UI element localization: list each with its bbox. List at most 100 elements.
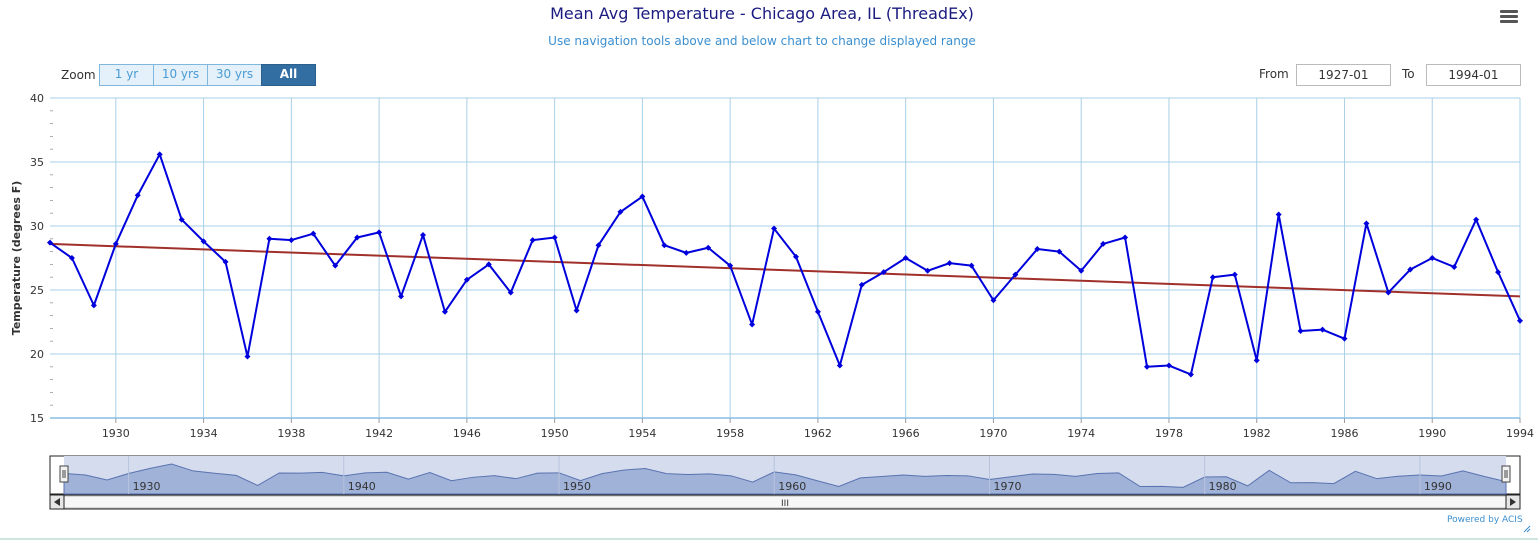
- data-point-marker[interactable]: [1144, 363, 1151, 370]
- data-point-marker[interactable]: [1231, 271, 1238, 278]
- data-point-marker[interactable]: [156, 151, 163, 158]
- data-point-marker[interactable]: [1319, 326, 1326, 333]
- data-point-marker[interactable]: [749, 321, 756, 328]
- data-point-marker[interactable]: [683, 249, 690, 256]
- data-point-marker[interactable]: [858, 281, 865, 288]
- data-point-marker[interactable]: [419, 231, 426, 238]
- data-point-marker[interactable]: [310, 230, 317, 237]
- data-point-marker[interactable]: [1056, 248, 1063, 255]
- data-point-marker[interactable]: [573, 307, 580, 314]
- navigator-left-handle[interactable]: [59, 465, 69, 483]
- temperature-series-line: [49, 153, 1521, 376]
- y-tick-label: 30: [30, 220, 44, 233]
- data-point-marker[interactable]: [661, 242, 668, 249]
- data-point-marker[interactable]: [1297, 327, 1304, 334]
- data-point-marker[interactable]: [1385, 289, 1392, 296]
- x-tick-label: 1942: [365, 427, 393, 440]
- chart-series[interactable]: [47, 151, 1523, 378]
- data-point-marker[interactable]: [1429, 255, 1436, 261]
- data-point-marker[interactable]: [288, 237, 295, 244]
- data-point-marker[interactable]: [990, 297, 997, 304]
- navigator-right-handle[interactable]: [1501, 465, 1511, 483]
- data-point-marker[interactable]: [1034, 246, 1041, 253]
- x-tick-label: 1950: [541, 427, 569, 440]
- range-from-input[interactable]: [1296, 64, 1391, 86]
- data-point-marker[interactable]: [639, 193, 646, 200]
- data-point-marker[interactable]: [112, 240, 119, 247]
- data-point-marker[interactable]: [771, 225, 778, 232]
- data-point-marker[interactable]: [1122, 234, 1129, 241]
- x-tick-label: 1934: [190, 427, 218, 440]
- data-point-marker[interactable]: [968, 262, 975, 269]
- data-point-marker[interactable]: [354, 234, 361, 241]
- data-point-marker[interactable]: [727, 262, 734, 269]
- navigator-label: 1990: [1424, 480, 1452, 493]
- data-point-marker[interactable]: [814, 308, 821, 315]
- chart-axes: 15 20 25 30 35 40 1930 1934 1938 1942 1946 1950 1954…: [10, 92, 1534, 440]
- data-point-marker[interactable]: [485, 261, 492, 268]
- chart-title: Mean Avg Temperature - Chicago Area, IL …: [550, 4, 974, 23]
- data-point-marker[interactable]: [1100, 240, 1107, 247]
- data-point-marker[interactable]: [200, 238, 207, 245]
- data-point-marker[interactable]: [880, 269, 887, 276]
- data-point-marker[interactable]: [836, 362, 843, 369]
- navigator-label: 1940: [348, 480, 376, 493]
- handle-body[interactable]: [59, 465, 69, 483]
- data-point-marker[interactable]: [266, 235, 273, 242]
- data-point-marker[interactable]: [792, 253, 799, 260]
- data-point-marker[interactable]: [47, 239, 53, 246]
- data-point-marker[interactable]: [1495, 269, 1502, 276]
- data-point-marker[interactable]: [134, 192, 141, 199]
- data-point-marker[interactable]: [507, 289, 514, 296]
- data-point-marker[interactable]: [551, 234, 558, 241]
- data-point-marker[interactable]: [1078, 267, 1085, 274]
- data-point-marker[interactable]: [595, 242, 602, 249]
- data-point-marker[interactable]: [1275, 211, 1282, 218]
- powered-by-credit[interactable]: Powered by ACIS: [1447, 515, 1523, 525]
- data-point-marker[interactable]: [1407, 266, 1414, 273]
- data-point-marker[interactable]: [1187, 371, 1194, 378]
- data-point-marker[interactable]: [1341, 335, 1348, 342]
- data-point-marker[interactable]: [1012, 271, 1019, 278]
- navigator-label: 1930: [133, 480, 161, 493]
- zoom-1yr-button[interactable]: 1 yr: [99, 64, 154, 86]
- data-point-marker[interactable]: [222, 258, 229, 265]
- data-point-marker[interactable]: [529, 237, 536, 244]
- range-navigator[interactable]: 1930 1940 1950 1960 1970 1980 1990 III: [49, 455, 1531, 533]
- data-point-marker[interactable]: [1473, 216, 1480, 223]
- data-point-marker[interactable]: [1363, 220, 1370, 227]
- data-point-marker[interactable]: [924, 267, 931, 274]
- data-point-marker[interactable]: [902, 255, 909, 261]
- zoom-label: Zoom: [61, 68, 96, 82]
- data-point-marker[interactable]: [398, 293, 405, 300]
- data-point-marker[interactable]: [90, 302, 97, 309]
- data-point-marker[interactable]: [1253, 357, 1260, 364]
- data-point-marker[interactable]: [244, 353, 251, 360]
- data-point-marker[interactable]: [1517, 317, 1523, 324]
- chart-grid: [50, 97, 1521, 419]
- y-tick-label: 40: [30, 92, 44, 105]
- hamburger-menu-icon[interactable]: [1500, 10, 1518, 24]
- zoom-10yrs-button[interactable]: 10 yrs: [153, 64, 208, 86]
- data-point-marker[interactable]: [463, 276, 470, 283]
- data-point-marker[interactable]: [178, 216, 185, 223]
- zoom-all-button[interactable]: All: [261, 64, 316, 86]
- data-point-marker[interactable]: [1451, 263, 1458, 270]
- y-axis-title: Temperature (degrees F): [10, 181, 23, 335]
- data-point-marker[interactable]: [705, 244, 712, 251]
- handle-body[interactable]: [1501, 465, 1511, 483]
- navigator-label: 1980: [1209, 480, 1237, 493]
- arrow-right-icon: [1510, 498, 1516, 506]
- data-point-marker[interactable]: [441, 308, 448, 315]
- data-point-marker[interactable]: [1165, 362, 1172, 369]
- data-point-marker[interactable]: [68, 255, 75, 261]
- range-to-input[interactable]: [1426, 64, 1521, 86]
- arrow-left-icon: [54, 498, 60, 506]
- data-point-marker[interactable]: [1209, 274, 1216, 281]
- data-point-marker[interactable]: [946, 260, 953, 267]
- data-point-marker[interactable]: [376, 229, 383, 236]
- data-point-marker[interactable]: [332, 262, 339, 269]
- resize-corner-icon[interactable]: [1523, 525, 1531, 533]
- data-point-marker[interactable]: [617, 208, 624, 215]
